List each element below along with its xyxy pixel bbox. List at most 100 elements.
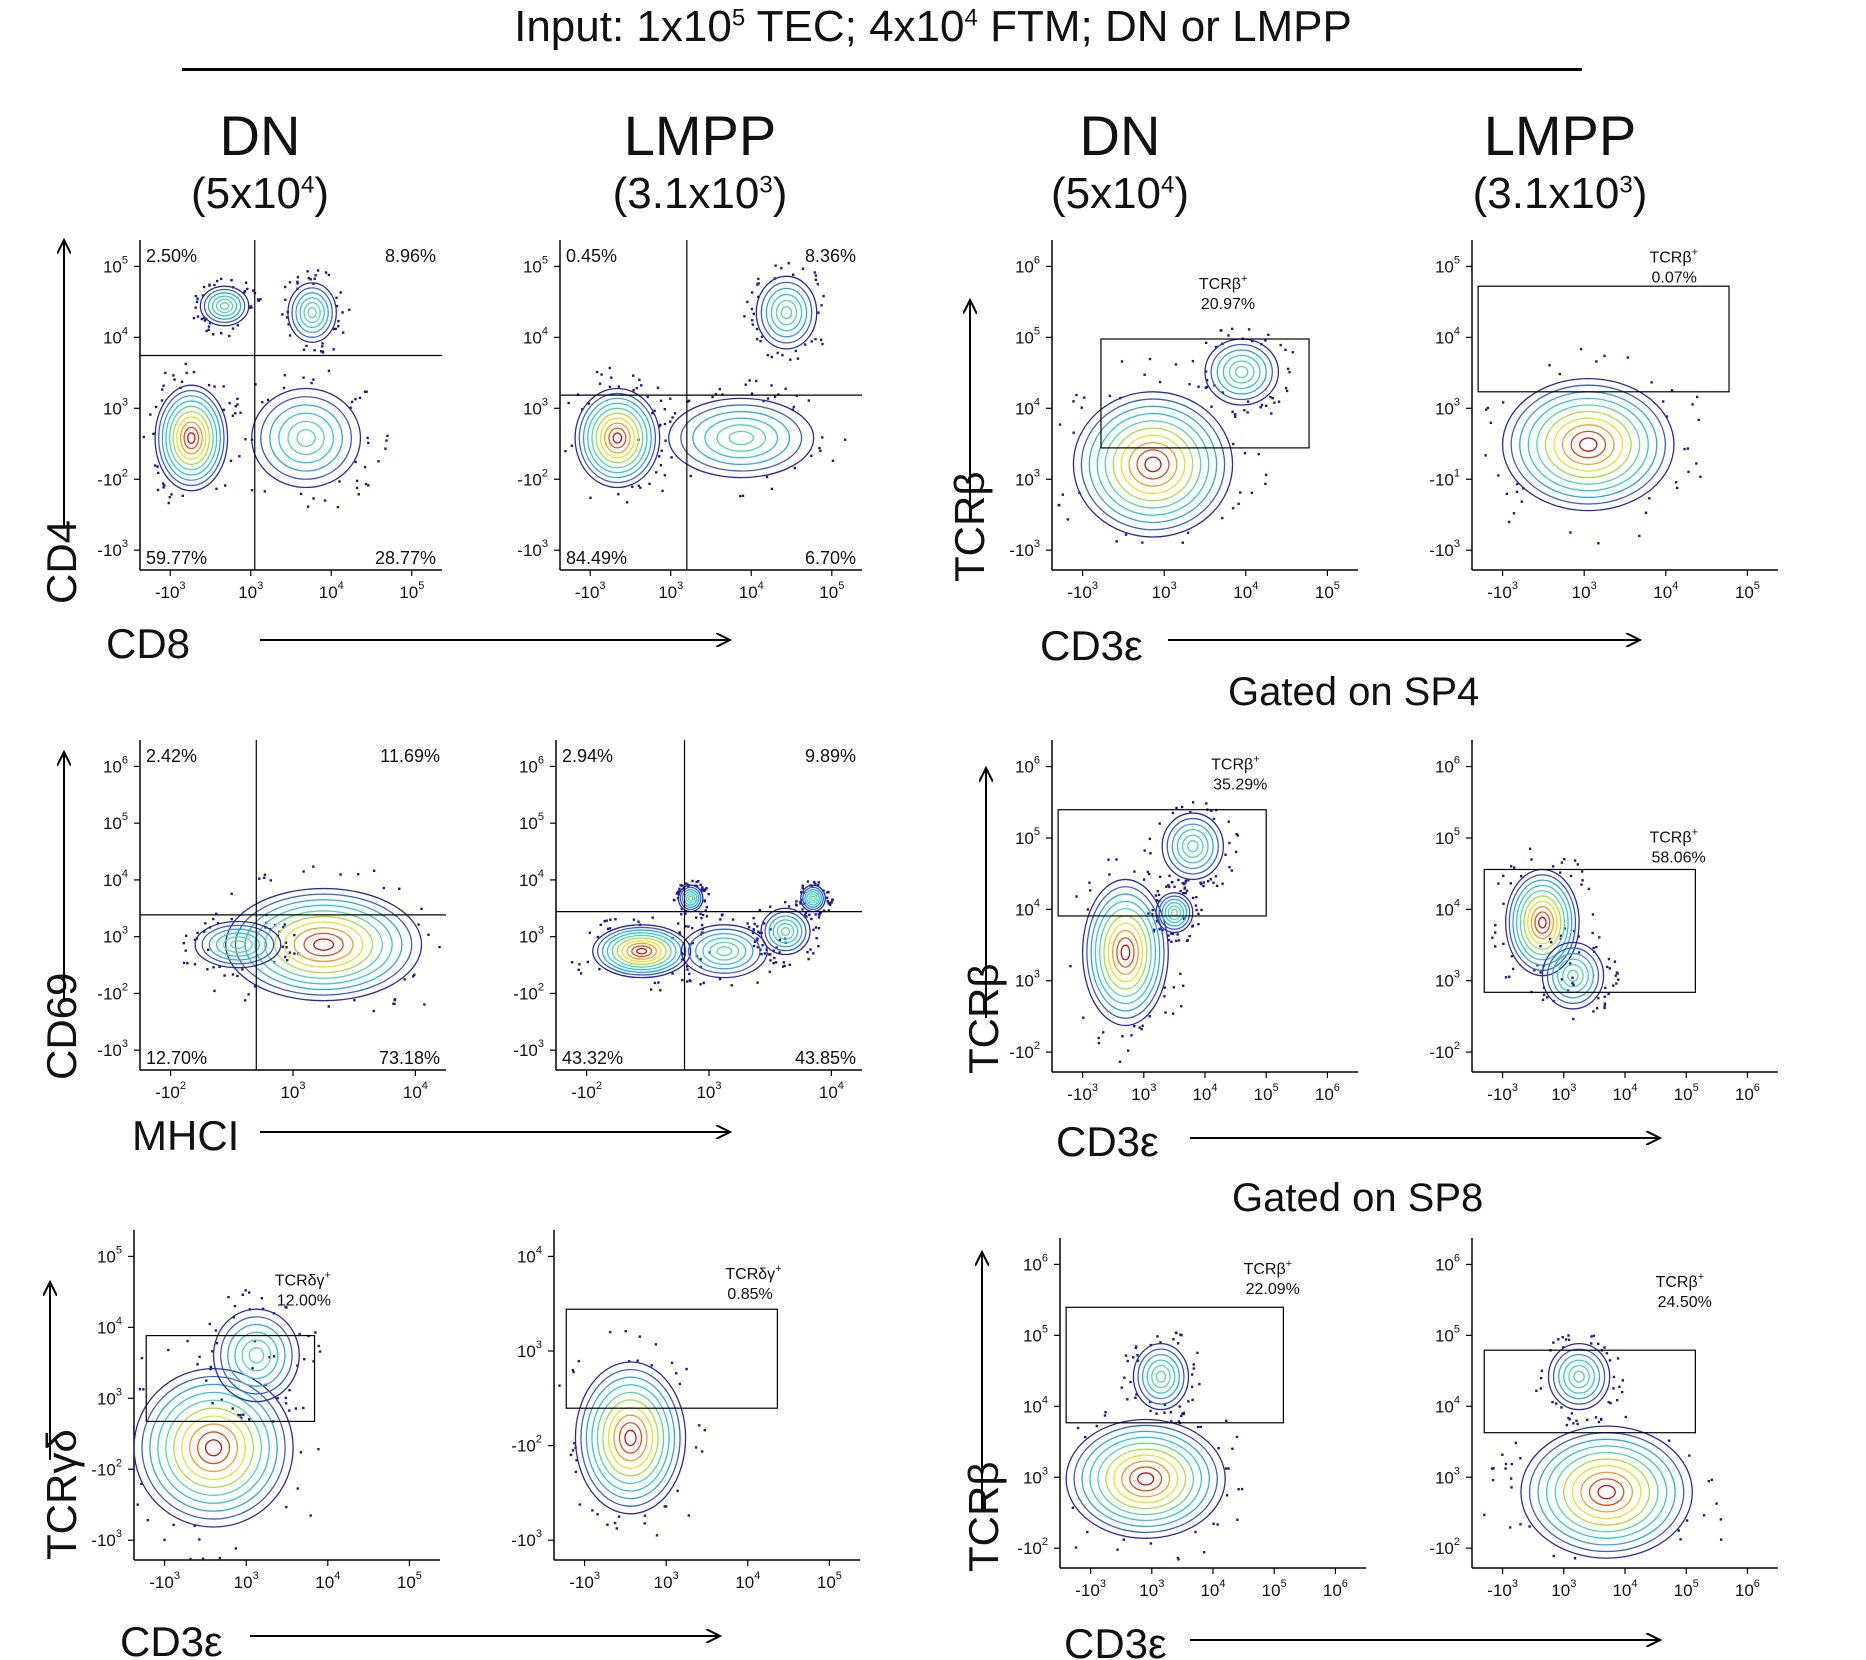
gate-box — [1065, 1306, 1284, 1424]
scatter-point — [1181, 881, 1184, 885]
scatter-point — [242, 291, 246, 294]
scatter-point — [1124, 1354, 1128, 1357]
scatter-point — [609, 918, 612, 921]
scatter-point — [777, 393, 780, 396]
contour-line — [1546, 1445, 1668, 1539]
scatter-point — [752, 916, 755, 920]
scatter-point — [321, 350, 325, 353]
scatter-point — [356, 872, 360, 876]
scatter-point — [751, 319, 754, 322]
scatter-point — [671, 972, 674, 975]
scatter-point — [756, 925, 759, 928]
scatter-point — [218, 965, 221, 969]
scatter-point — [1566, 989, 1570, 992]
scatter-point — [1171, 1012, 1175, 1015]
scatter-point — [1153, 928, 1156, 932]
gate-name: TCRβ+ — [1211, 753, 1260, 773]
panel-3: -103 103 104 105 -103 -101 103 104 105 TCRβ+ 0.07% — [1429, 240, 1778, 602]
x-tick-label: 104 — [1192, 1082, 1217, 1104]
scatter-point — [1670, 389, 1674, 392]
scatter-point — [751, 931, 755, 935]
scatter-point — [236, 974, 239, 978]
scatter-point — [1497, 474, 1500, 477]
scatter-point — [256, 298, 260, 301]
scatter-point — [1179, 1333, 1182, 1336]
scatter-point — [703, 1428, 706, 1432]
scatter-point — [1140, 1027, 1143, 1031]
scatter-point — [608, 366, 611, 370]
scatter-point — [1284, 386, 1288, 390]
scatter-point — [1542, 993, 1546, 996]
scatter-point — [702, 888, 705, 891]
scatter-point — [807, 399, 811, 402]
x-tick-label: -103 — [1487, 1082, 1518, 1104]
scatter-point — [1243, 451, 1247, 455]
scatter-point — [285, 958, 289, 962]
scatter-point — [1508, 1526, 1512, 1529]
contour-line — [1104, 420, 1202, 509]
scatter-point — [1152, 930, 1156, 933]
scatter-point — [765, 475, 769, 479]
scatter-point — [313, 277, 316, 280]
scatter-point — [1225, 1494, 1229, 1497]
scatter-point — [689, 979, 692, 983]
contour-line — [1528, 1432, 1685, 1553]
x-tick-label: 103 — [1152, 580, 1177, 602]
scatter-point — [625, 501, 629, 504]
scatter-point — [327, 273, 331, 277]
scatter-point — [817, 927, 821, 930]
contour-line — [618, 1422, 643, 1454]
contour-line — [1144, 456, 1162, 473]
contour-line — [1161, 812, 1225, 881]
scatter-point — [1089, 889, 1092, 892]
scatter-point — [1269, 395, 1272, 399]
scatter-point — [801, 887, 804, 890]
scatter-point — [1202, 884, 1205, 888]
contour-line — [1112, 427, 1194, 502]
scatter-point — [283, 923, 286, 926]
x-tick-label: 105 — [1674, 1578, 1699, 1600]
scatter-point — [1484, 408, 1488, 411]
scatter-point — [578, 1503, 582, 1506]
x-tick-label: -103 — [569, 1570, 600, 1592]
scatter-point — [778, 938, 782, 942]
scatter-point — [1163, 1403, 1167, 1406]
scatter-point — [825, 896, 829, 899]
scatter-point — [1074, 1546, 1078, 1549]
scatter-point — [230, 917, 233, 921]
scatter-point — [365, 390, 368, 393]
scatter-point — [687, 885, 690, 888]
scatter-point — [588, 931, 592, 934]
scatter-point — [1141, 541, 1144, 544]
gate-name: TCRβ+ — [1656, 1271, 1705, 1291]
scatter-point — [1719, 1518, 1723, 1521]
contour-line — [772, 919, 799, 944]
scatter-point — [663, 422, 667, 426]
scatter-point — [643, 1514, 647, 1517]
scatter-points — [1069, 801, 1240, 1063]
y-tick-label: 103 — [97, 1386, 122, 1408]
contour-line — [668, 397, 815, 479]
scatter-point — [336, 505, 340, 509]
contour-line — [1187, 840, 1199, 853]
scatter-point — [186, 962, 189, 965]
scatter-point — [817, 916, 821, 919]
scatter-point — [719, 918, 722, 921]
scatter-point — [809, 948, 812, 951]
contour-line — [299, 297, 325, 329]
scatter-point — [1179, 1414, 1183, 1418]
scatter-point — [1597, 542, 1600, 545]
contour-line — [1527, 900, 1558, 945]
contour-line — [1116, 937, 1135, 968]
scatter-point — [1212, 817, 1216, 821]
panel-7: -103 103 104 105 106 -102 103 104 105 106 TCRβ+ 58.… — [1429, 740, 1778, 1104]
scatter-point — [244, 281, 248, 284]
scatter-point — [1141, 1024, 1144, 1028]
column-count-dn-right: (5x104) — [1050, 169, 1190, 218]
scatter-point — [282, 386, 286, 390]
scatter-points — [1071, 1331, 1244, 1561]
scatter-point — [829, 903, 832, 907]
scatter-point — [192, 370, 196, 374]
scatter-point — [1596, 1342, 1600, 1346]
scatter-point — [1612, 1387, 1615, 1390]
